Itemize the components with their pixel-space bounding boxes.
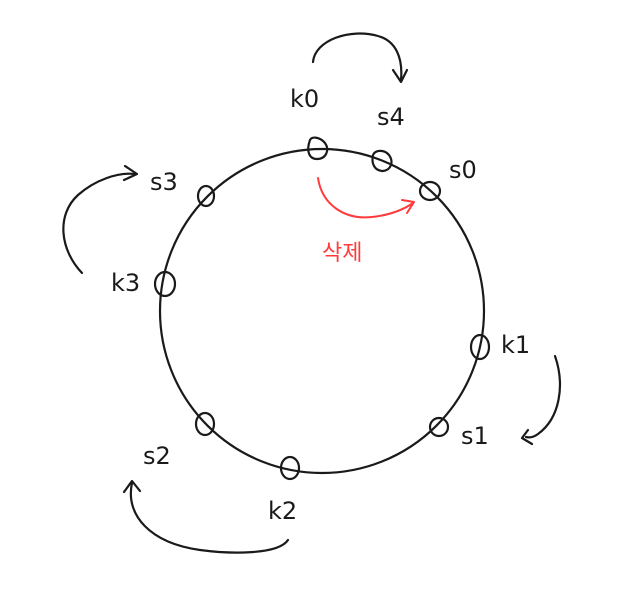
node-s3: [196, 184, 216, 208]
label-s3: s3: [150, 168, 178, 196]
arrow-delete-move: [317, 177, 414, 219]
annotation-delete: 삭제: [322, 241, 362, 266]
node-s0: [418, 180, 442, 202]
node-k3: [153, 270, 177, 298]
arrow-k2-to-s2: [129, 481, 290, 554]
label-s4: s4: [377, 103, 405, 131]
label-s0: s0: [449, 156, 477, 184]
hash-ring-circle: [158, 147, 486, 475]
arrow-k0-to-s4: [311, 32, 403, 82]
node-k2: [279, 455, 301, 481]
arrow-k3-to-s3: [62, 172, 137, 275]
arrowhead-k2-to-s2: [122, 479, 142, 494]
node-k0: [307, 136, 329, 161]
label-k1: k1: [501, 331, 530, 359]
arrowhead-delete-move: [401, 199, 415, 214]
arrowhead-k0-to-s4: [391, 68, 409, 84]
arrowhead-k1-to-s1: [520, 428, 534, 446]
node-s4: [371, 149, 393, 173]
node-s2: [194, 411, 216, 437]
arrow-k1-to-s1: [524, 354, 561, 439]
label-k0: k0: [290, 85, 319, 113]
label-s1: s1: [461, 422, 489, 450]
label-s2: s2: [143, 442, 171, 470]
node-s1: [428, 416, 450, 438]
label-k2: k2: [268, 497, 297, 525]
label-k3: k3: [111, 269, 140, 297]
node-k1: [469, 333, 491, 361]
arrowhead-k3-to-s3: [122, 164, 139, 182]
